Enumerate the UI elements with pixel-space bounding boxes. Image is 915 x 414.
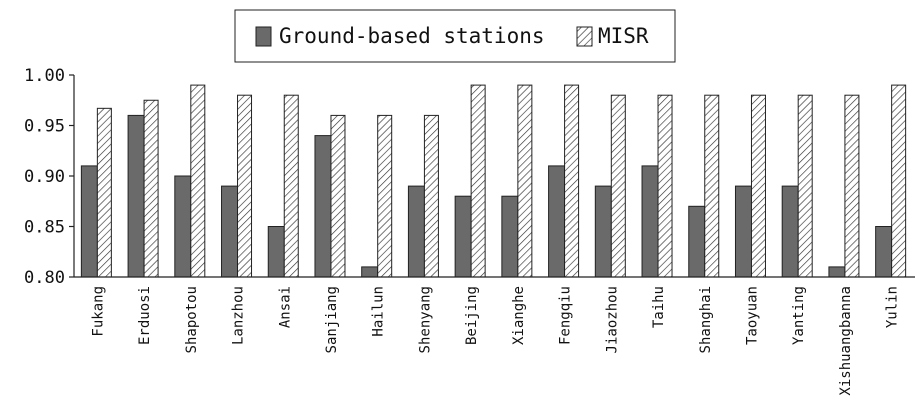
x-tick-label-beijing: Beijing [464, 286, 480, 345]
x-tick-label-taihu: Taihu [651, 286, 667, 328]
x-tick-label-shapotou: Shapotou [184, 286, 200, 353]
bar-ground-beijing [454, 195, 472, 278]
y-tick-label: 0.85 [24, 218, 65, 238]
y-tick-label: 1.00 [24, 66, 65, 86]
bar-ground-yanting [781, 185, 799, 278]
bar-misr-sanjiang [330, 114, 346, 278]
y-tick-label: 0.80 [24, 268, 65, 288]
bar-misr-erduosi [143, 99, 159, 278]
x-tick-label-yanting: Yanting [791, 286, 807, 345]
x-tick-label-xishuangbanna: Xishuangbanna [838, 286, 854, 396]
bar-ground-shenyang [407, 185, 425, 278]
x-axis: Fukang Erduosi Shapotou Lanzhou Ansai Sanjian… [74, 276, 915, 396]
bar-ground-yulin [875, 226, 893, 278]
bar-ground-xishuangbanna [828, 266, 846, 278]
x-tick-label-fengqiu: Fengqiu [558, 286, 574, 345]
x-tick-label-shenyang: Shenyang [417, 286, 433, 353]
x-tick-label-erduosi: Erduosi [137, 286, 153, 345]
legend-label-ground: Ground-based stations [279, 24, 545, 48]
bar-ground-fukang [80, 165, 98, 278]
bar-misr-shanghai [704, 94, 720, 278]
x-tick-label-fukang: Fukang [90, 286, 106, 337]
x-tick-label-jiaozhou: Jiaozhou [604, 286, 620, 353]
bar-ground-ansai [267, 226, 285, 278]
legend-label-misr: MISR [598, 24, 649, 48]
x-tick-label-lanzhou: Lanzhou [231, 286, 247, 345]
bar-ground-erduosi [127, 114, 145, 278]
bar-misr-jiaozhou [610, 94, 626, 278]
bar-ground-jiaozhou [594, 185, 612, 278]
bar-misr-shenyang [423, 114, 439, 278]
bar-ground-shanghai [688, 205, 706, 278]
x-tick-label-shanghai: Shanghai [698, 286, 714, 353]
y-tick-label: 0.95 [24, 117, 65, 137]
bar-misr-beijing [470, 84, 486, 278]
bar-ground-fengqiu [548, 165, 566, 278]
bar-misr-fengqiu [564, 84, 580, 278]
bar-misr-yanting [797, 94, 813, 278]
bar-misr-yulin [891, 84, 907, 278]
legend: Ground-based stations MISR [234, 9, 676, 63]
legend-box [234, 9, 676, 63]
legend-swatch-misr [576, 26, 593, 47]
bar-misr-xianghe [517, 84, 533, 278]
bar-ground-xianghe [501, 195, 519, 278]
bar-ground-taoyuan [734, 185, 752, 278]
y-tick-label: 0.90 [24, 167, 65, 187]
bar-ground-sanjiang [314, 135, 332, 278]
bar-ground-lanzhou [221, 185, 239, 278]
bar-misr-taoyuan [750, 94, 766, 278]
bar-misr-taihu [657, 94, 673, 278]
bar-misr-hailun [377, 114, 393, 278]
x-tick-label-taoyuan: Taoyuan [744, 286, 760, 345]
bar-misr-xishuangbanna [844, 94, 860, 278]
x-tick-label-xianghe: Xianghe [511, 286, 527, 345]
bar-ground-hailun [361, 266, 379, 278]
bar-ground-taihu [641, 165, 659, 278]
x-tick-label-sanjiang: Sanjiang [324, 286, 340, 353]
bar-misr-shapotou [190, 84, 206, 278]
x-tick-label-yulin: Yulin [885, 286, 901, 328]
bar-misr-lanzhou [237, 94, 253, 278]
bar-misr-ansai [283, 94, 299, 278]
x-tick-label-ansai: Ansai [277, 286, 293, 328]
x-tick-label-hailun: Hailun [371, 286, 387, 337]
bars [80, 84, 907, 278]
bar-misr-fukang [96, 107, 112, 278]
legend-swatch-ground [255, 26, 272, 47]
bar-ground-shapotou [174, 175, 192, 278]
y-axis: 0.80 0.85 0.90 0.95 1.00 [24, 66, 75, 288]
